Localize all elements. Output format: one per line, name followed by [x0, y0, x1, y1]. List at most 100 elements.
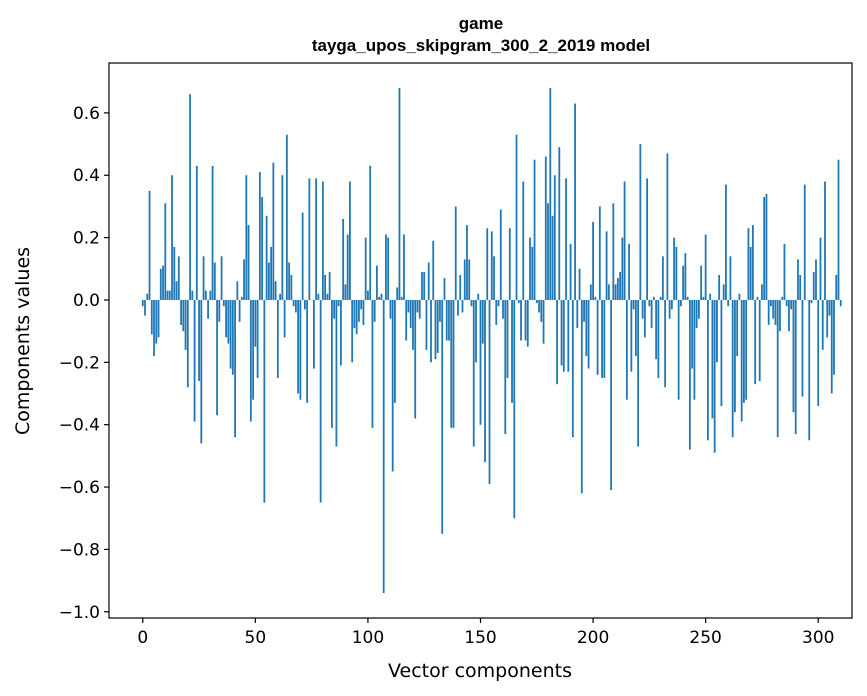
bar-component-98: [362, 299, 365, 325]
bar-component-252: [709, 293, 712, 300]
bar-component-194: [578, 268, 581, 300]
bar-component-307: [833, 299, 835, 375]
bar-component-265: [738, 293, 741, 300]
bar-component-213: [621, 237, 624, 300]
bar-component-306: [830, 299, 833, 394]
bar-component-185: [558, 147, 561, 300]
bar-component-239: [679, 299, 682, 307]
bar-component-231: [661, 256, 664, 300]
bar-component-207: [607, 284, 610, 300]
bar-component-2: [146, 293, 149, 300]
bar-component-245: [693, 299, 696, 400]
bar-component-139: [454, 206, 457, 300]
bar-component-74: [308, 178, 311, 300]
x-axis-label: Vector components: [388, 660, 572, 682]
bar-component-268: [745, 299, 748, 400]
bar-component-309: [837, 159, 840, 300]
bar-component-263: [734, 299, 736, 413]
bar-component-13: [171, 175, 173, 300]
bar-component-77: [315, 178, 318, 300]
x-tick-label: 100: [352, 628, 384, 648]
bar-component-59: [274, 281, 277, 300]
bar-component-189: [567, 299, 570, 372]
y-axis-label: Components values: [12, 247, 34, 435]
bar-component-249: [702, 296, 705, 300]
bar-component-157: [495, 299, 498, 325]
bar-component-134: [443, 278, 446, 300]
bar-component-260: [727, 299, 730, 307]
bar-component-36: [222, 299, 225, 307]
bar-component-286: [785, 299, 788, 307]
bar-component-258: [722, 284, 725, 300]
bar-component-64: [285, 134, 288, 300]
bar-component-70: [299, 299, 302, 400]
bar-component-91: [346, 234, 349, 300]
bar-component-46: [245, 175, 248, 300]
bar-component-22: [191, 290, 194, 300]
bar-component-15: [175, 281, 178, 300]
bar-component-158: [497, 299, 500, 307]
bar-component-283: [779, 299, 781, 332]
bar-component-121: [414, 299, 417, 419]
bar-component-226: [650, 299, 653, 329]
bar-component-133: [441, 299, 444, 534]
bar-component-72: [303, 299, 306, 310]
bar-component-261: [729, 256, 732, 300]
bar-component-250: [704, 234, 707, 300]
bar-component-237: [675, 246, 678, 300]
bar-component-17: [180, 299, 182, 325]
bar-component-264: [736, 299, 739, 357]
bar-component-78: [317, 293, 320, 300]
bar-component-175: [535, 299, 538, 304]
bar-component-216: [628, 243, 630, 300]
bar-component-292: [799, 275, 802, 300]
bar-component-110: [389, 299, 392, 319]
bar-component-138: [452, 299, 455, 428]
bar-component-66: [290, 275, 293, 300]
x-tick-label: 50: [245, 628, 267, 648]
bar-component-304: [826, 299, 829, 338]
bar-component-186: [560, 299, 563, 366]
bar-component-143: [463, 259, 466, 300]
bar-component-221: [639, 144, 642, 300]
bar-component-154: [488, 299, 491, 484]
bar-component-254: [713, 299, 716, 453]
bar-component-308: [835, 275, 838, 300]
bar-component-180: [547, 203, 549, 300]
bar-component-191: [571, 299, 574, 438]
bar-component-48: [249, 299, 252, 422]
bar-component-172: [529, 237, 531, 300]
bar-component-167: [517, 299, 520, 304]
bar-component-183: [553, 175, 556, 300]
bar-component-140: [457, 299, 459, 316]
bar-component-178: [542, 299, 545, 344]
bar-component-141: [459, 275, 462, 300]
bar-component-95: [355, 299, 358, 335]
bar-component-115: [400, 296, 403, 300]
bar-component-40: [231, 299, 234, 375]
y-tick-label: 0.0: [73, 291, 100, 311]
bar-component-55: [265, 215, 268, 300]
bar-component-223: [643, 299, 646, 338]
bar-component-34: [218, 299, 221, 322]
bar-component-166: [515, 134, 518, 300]
bar-component-113: [396, 287, 399, 300]
bar-component-106: [380, 293, 383, 300]
bar-component-16: [177, 256, 180, 300]
bar-component-87: [337, 299, 340, 307]
chart-title-line-2: tayga_upos_skipgram_300_2_2019 model: [312, 36, 650, 55]
bar-component-84: [331, 299, 333, 428]
bar-component-119: [409, 299, 412, 329]
bar-component-255: [716, 299, 718, 363]
bar-component-20: [186, 299, 189, 388]
bar-component-163: [508, 228, 511, 300]
bar-component-128: [430, 299, 432, 363]
bar-component-76: [312, 299, 315, 369]
bar-component-160: [502, 299, 504, 319]
bar-component-33: [216, 299, 218, 416]
bar-component-293: [801, 299, 804, 397]
bar-component-109: [387, 237, 390, 300]
bar-component-52: [258, 172, 261, 300]
bar-component-150: [479, 299, 482, 425]
